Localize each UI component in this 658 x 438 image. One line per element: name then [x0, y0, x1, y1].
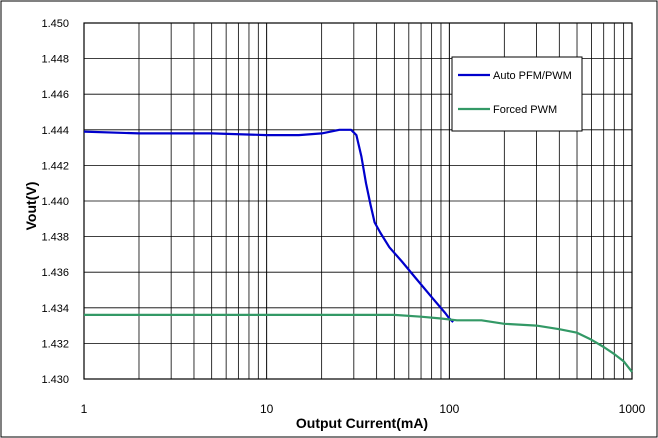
- y-tick-label: 1.450: [41, 18, 69, 30]
- y-tick-labels: 1.430 1.432 1.434 1.436 1.438 1.440 1.442 1.444…: [41, 18, 69, 386]
- y-tick-label: 1.448: [41, 54, 69, 66]
- y-axis-label: Vout(V): [23, 182, 39, 231]
- y-tick-label: 1.446: [41, 89, 69, 101]
- legend-label-auto-pfm-pwm: Auto PFM/PWM: [493, 70, 572, 82]
- plot-area: [83, 22, 633, 380]
- y-tick-label: 1.430: [41, 374, 69, 386]
- x-tick-label: 1000: [619, 402, 646, 416]
- y-tick-label: 1.444: [41, 125, 69, 137]
- y-tick-label: 1.440: [41, 196, 69, 208]
- x-tick-label: 100: [439, 402, 459, 416]
- x-tick-label: 10: [260, 402, 274, 416]
- y-tick-label: 1.438: [41, 232, 69, 244]
- x-tick-label: 1: [81, 402, 88, 416]
- series-line-forced-pwm: [84, 313, 633, 373]
- y-tick-label: 1.434: [41, 303, 69, 315]
- y-tick-label: 1.442: [41, 160, 69, 172]
- legend: Auto PFM/PWM Forced PWM: [451, 56, 583, 132]
- legend-label-forced-pwm: Forced PWM: [493, 104, 557, 116]
- series-line-auto-pfm-pwm: [83, 128, 454, 323]
- x-tick-labels: 1 10 100 1000: [81, 402, 646, 416]
- legend-box: [451, 56, 583, 132]
- y-tick-label: 1.432: [41, 338, 69, 350]
- series-lines: [83, 128, 633, 373]
- y-tick-label: 1.436: [41, 267, 69, 279]
- x-axis-label: Output Current(mA): [296, 415, 428, 431]
